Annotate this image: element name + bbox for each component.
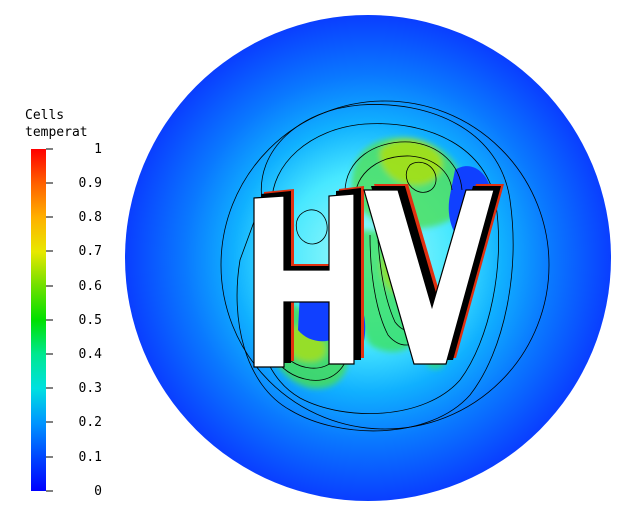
legend-title-line1: Cells: [25, 108, 65, 123]
letter-v: [363, 189, 495, 365]
letter-h: [253, 193, 355, 368]
tick-label: 0.3: [78, 381, 102, 396]
legend-title-line2: temperat: [25, 125, 88, 140]
colorbar: [31, 149, 46, 491]
tick-label: 0.1: [78, 450, 102, 465]
tick-label: 0.2: [78, 415, 102, 430]
tick-label: 0.8: [78, 210, 102, 225]
tick-label: 1: [94, 142, 102, 157]
tick-label: 0.5: [78, 313, 102, 328]
tick-label: 0.7: [78, 244, 102, 259]
tick-label: 0.4: [78, 347, 102, 362]
letters-hv: [253, 184, 504, 368]
colorbar-ticks: [46, 148, 53, 492]
tick-label: 0.9: [78, 176, 102, 191]
tick-label: 0: [94, 484, 102, 499]
tick-label: 0.6: [78, 279, 102, 294]
